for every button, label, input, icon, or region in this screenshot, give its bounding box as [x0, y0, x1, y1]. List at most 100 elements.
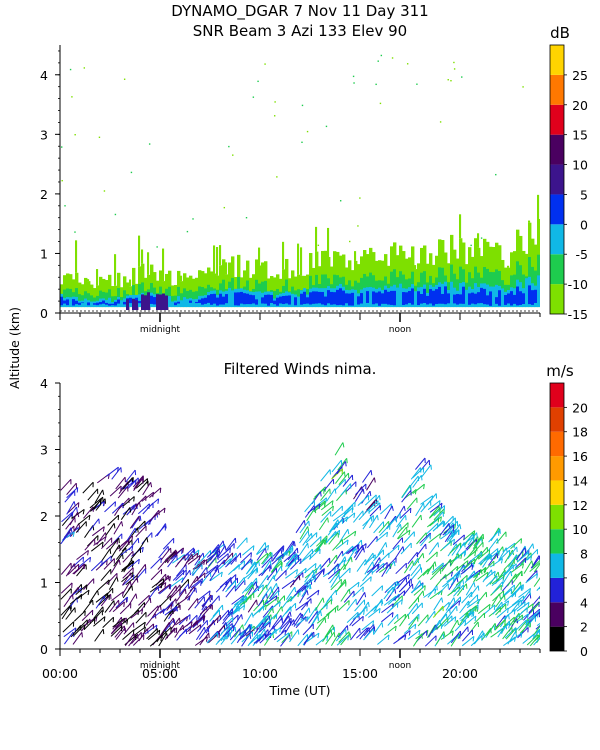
y-tick-label: 3	[40, 127, 48, 142]
wind-barb	[474, 566, 487, 578]
wind-barb	[441, 558, 451, 572]
wind-barb-flag	[362, 488, 365, 494]
wind-barb	[129, 516, 140, 529]
wind-barb	[83, 506, 94, 519]
wind-barb	[272, 617, 283, 630]
wind-barb	[225, 556, 237, 568]
wind-barb-flag	[205, 559, 208, 565]
wind-barb-flag	[499, 607, 502, 613]
wind-barb-flag	[73, 501, 76, 507]
wind-barb-flag	[496, 553, 499, 559]
wind-barb	[397, 522, 409, 534]
snr-cell	[207, 295, 211, 303]
snr-noise-dot	[480, 237, 483, 239]
wind-barb	[73, 610, 86, 622]
wind-barb-flag	[85, 584, 88, 590]
wind-barb	[307, 606, 317, 620]
wind-barb	[447, 543, 457, 557]
wind-barb	[83, 599, 93, 613]
snr-cell	[507, 265, 510, 268]
snr-cell	[132, 298, 136, 311]
wind-barb-flag	[69, 606, 72, 612]
wind-barb	[149, 635, 162, 647]
wind-barb-flag	[481, 536, 483, 542]
wind-barb	[63, 631, 74, 645]
snr-noise-dot	[439, 121, 442, 123]
snr-noise-dot	[148, 143, 151, 145]
wind-barb-flag	[466, 575, 468, 581]
snr-cell	[537, 194, 540, 219]
snr-cell	[258, 247, 261, 266]
wind-barb	[460, 564, 474, 575]
wind-barb	[202, 604, 213, 617]
wind-barb-flag	[370, 516, 373, 522]
wind-barb	[264, 595, 278, 605]
wind-barb	[329, 519, 339, 533]
snr-noise-dot	[339, 200, 342, 202]
wind-barb	[526, 548, 538, 561]
snr-cell	[357, 296, 361, 305]
wind-barb-flag	[280, 566, 283, 572]
wind-barb	[208, 595, 220, 608]
wind-barb	[340, 588, 350, 602]
snr-cell	[90, 295, 94, 308]
snr-noise-dot	[123, 78, 126, 80]
wind-barb	[187, 598, 198, 611]
wind-barb	[536, 622, 540, 627]
wind-barb-flag	[386, 532, 388, 538]
wind-barb-flag	[304, 585, 307, 591]
wind-barb	[419, 532, 431, 544]
wind-barb	[256, 544, 269, 555]
wind-barb-flag	[338, 574, 341, 580]
snr-noise-dot	[416, 83, 418, 85]
wind-barb-flag	[453, 539, 455, 545]
wind-barb	[339, 567, 351, 579]
wind-barb	[304, 563, 317, 574]
snr-cell	[414, 291, 418, 308]
wind-barb-flag	[262, 584, 264, 590]
wind-barb-flag	[265, 548, 267, 554]
wind-barb	[318, 517, 329, 531]
snr-cell	[111, 296, 115, 308]
wind-barb	[455, 542, 465, 556]
wind-barb	[255, 628, 265, 642]
snr-noise-dot	[470, 244, 472, 247]
wind-barb-flag	[204, 572, 206, 578]
wind-barb	[403, 531, 415, 543]
snr-cell	[96, 269, 99, 286]
wind-barb	[104, 600, 115, 613]
wind-barb-flag	[522, 563, 524, 569]
wind-barb-flag	[474, 551, 477, 557]
wind-barb	[408, 475, 419, 489]
colorbar-tick-label: 0	[580, 644, 588, 659]
wind-barb	[378, 520, 390, 534]
wind-barb	[523, 560, 533, 574]
wind-barb	[502, 542, 516, 553]
snr-cell	[171, 301, 175, 308]
wind-barb-flag	[462, 579, 465, 585]
wind-barb	[223, 543, 235, 555]
wind-barb-flag	[293, 541, 296, 547]
colorbar-tick-label: 0	[580, 217, 588, 232]
wind-barb	[316, 613, 330, 624]
wind-barb	[477, 603, 491, 614]
snr-cell	[495, 284, 499, 308]
wind-barb	[437, 617, 449, 629]
wind-barb	[517, 627, 529, 639]
snr-noise-dot	[274, 101, 276, 103]
snr-cell	[84, 298, 88, 308]
colorbar-band	[550, 194, 564, 225]
wind-barb	[492, 581, 503, 594]
wind-barb-flag	[222, 540, 225, 546]
wind-barb	[446, 572, 460, 583]
snr-cell	[417, 291, 421, 306]
wind-barb	[90, 560, 103, 572]
wind-barb-flag	[434, 588, 437, 594]
wind-barb	[481, 627, 492, 641]
wind-barb-flag	[543, 560, 544, 565]
snr-noise-dot	[223, 206, 226, 209]
wind-barb	[138, 594, 150, 606]
wind-barb-flag	[338, 530, 341, 536]
colorbar-tick-label: 6	[580, 571, 588, 586]
wind-barb	[158, 584, 172, 595]
